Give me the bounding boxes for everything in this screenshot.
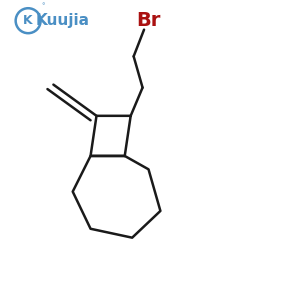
Text: Kuujia: Kuujia [36, 13, 90, 28]
Text: °: ° [41, 4, 45, 10]
Text: Br: Br [136, 11, 161, 30]
Text: K: K [23, 14, 33, 27]
